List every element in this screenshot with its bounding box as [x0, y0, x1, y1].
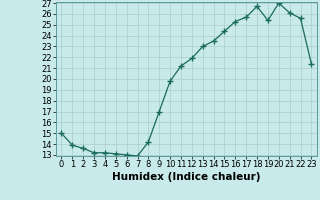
- X-axis label: Humidex (Indice chaleur): Humidex (Indice chaleur): [112, 172, 261, 182]
